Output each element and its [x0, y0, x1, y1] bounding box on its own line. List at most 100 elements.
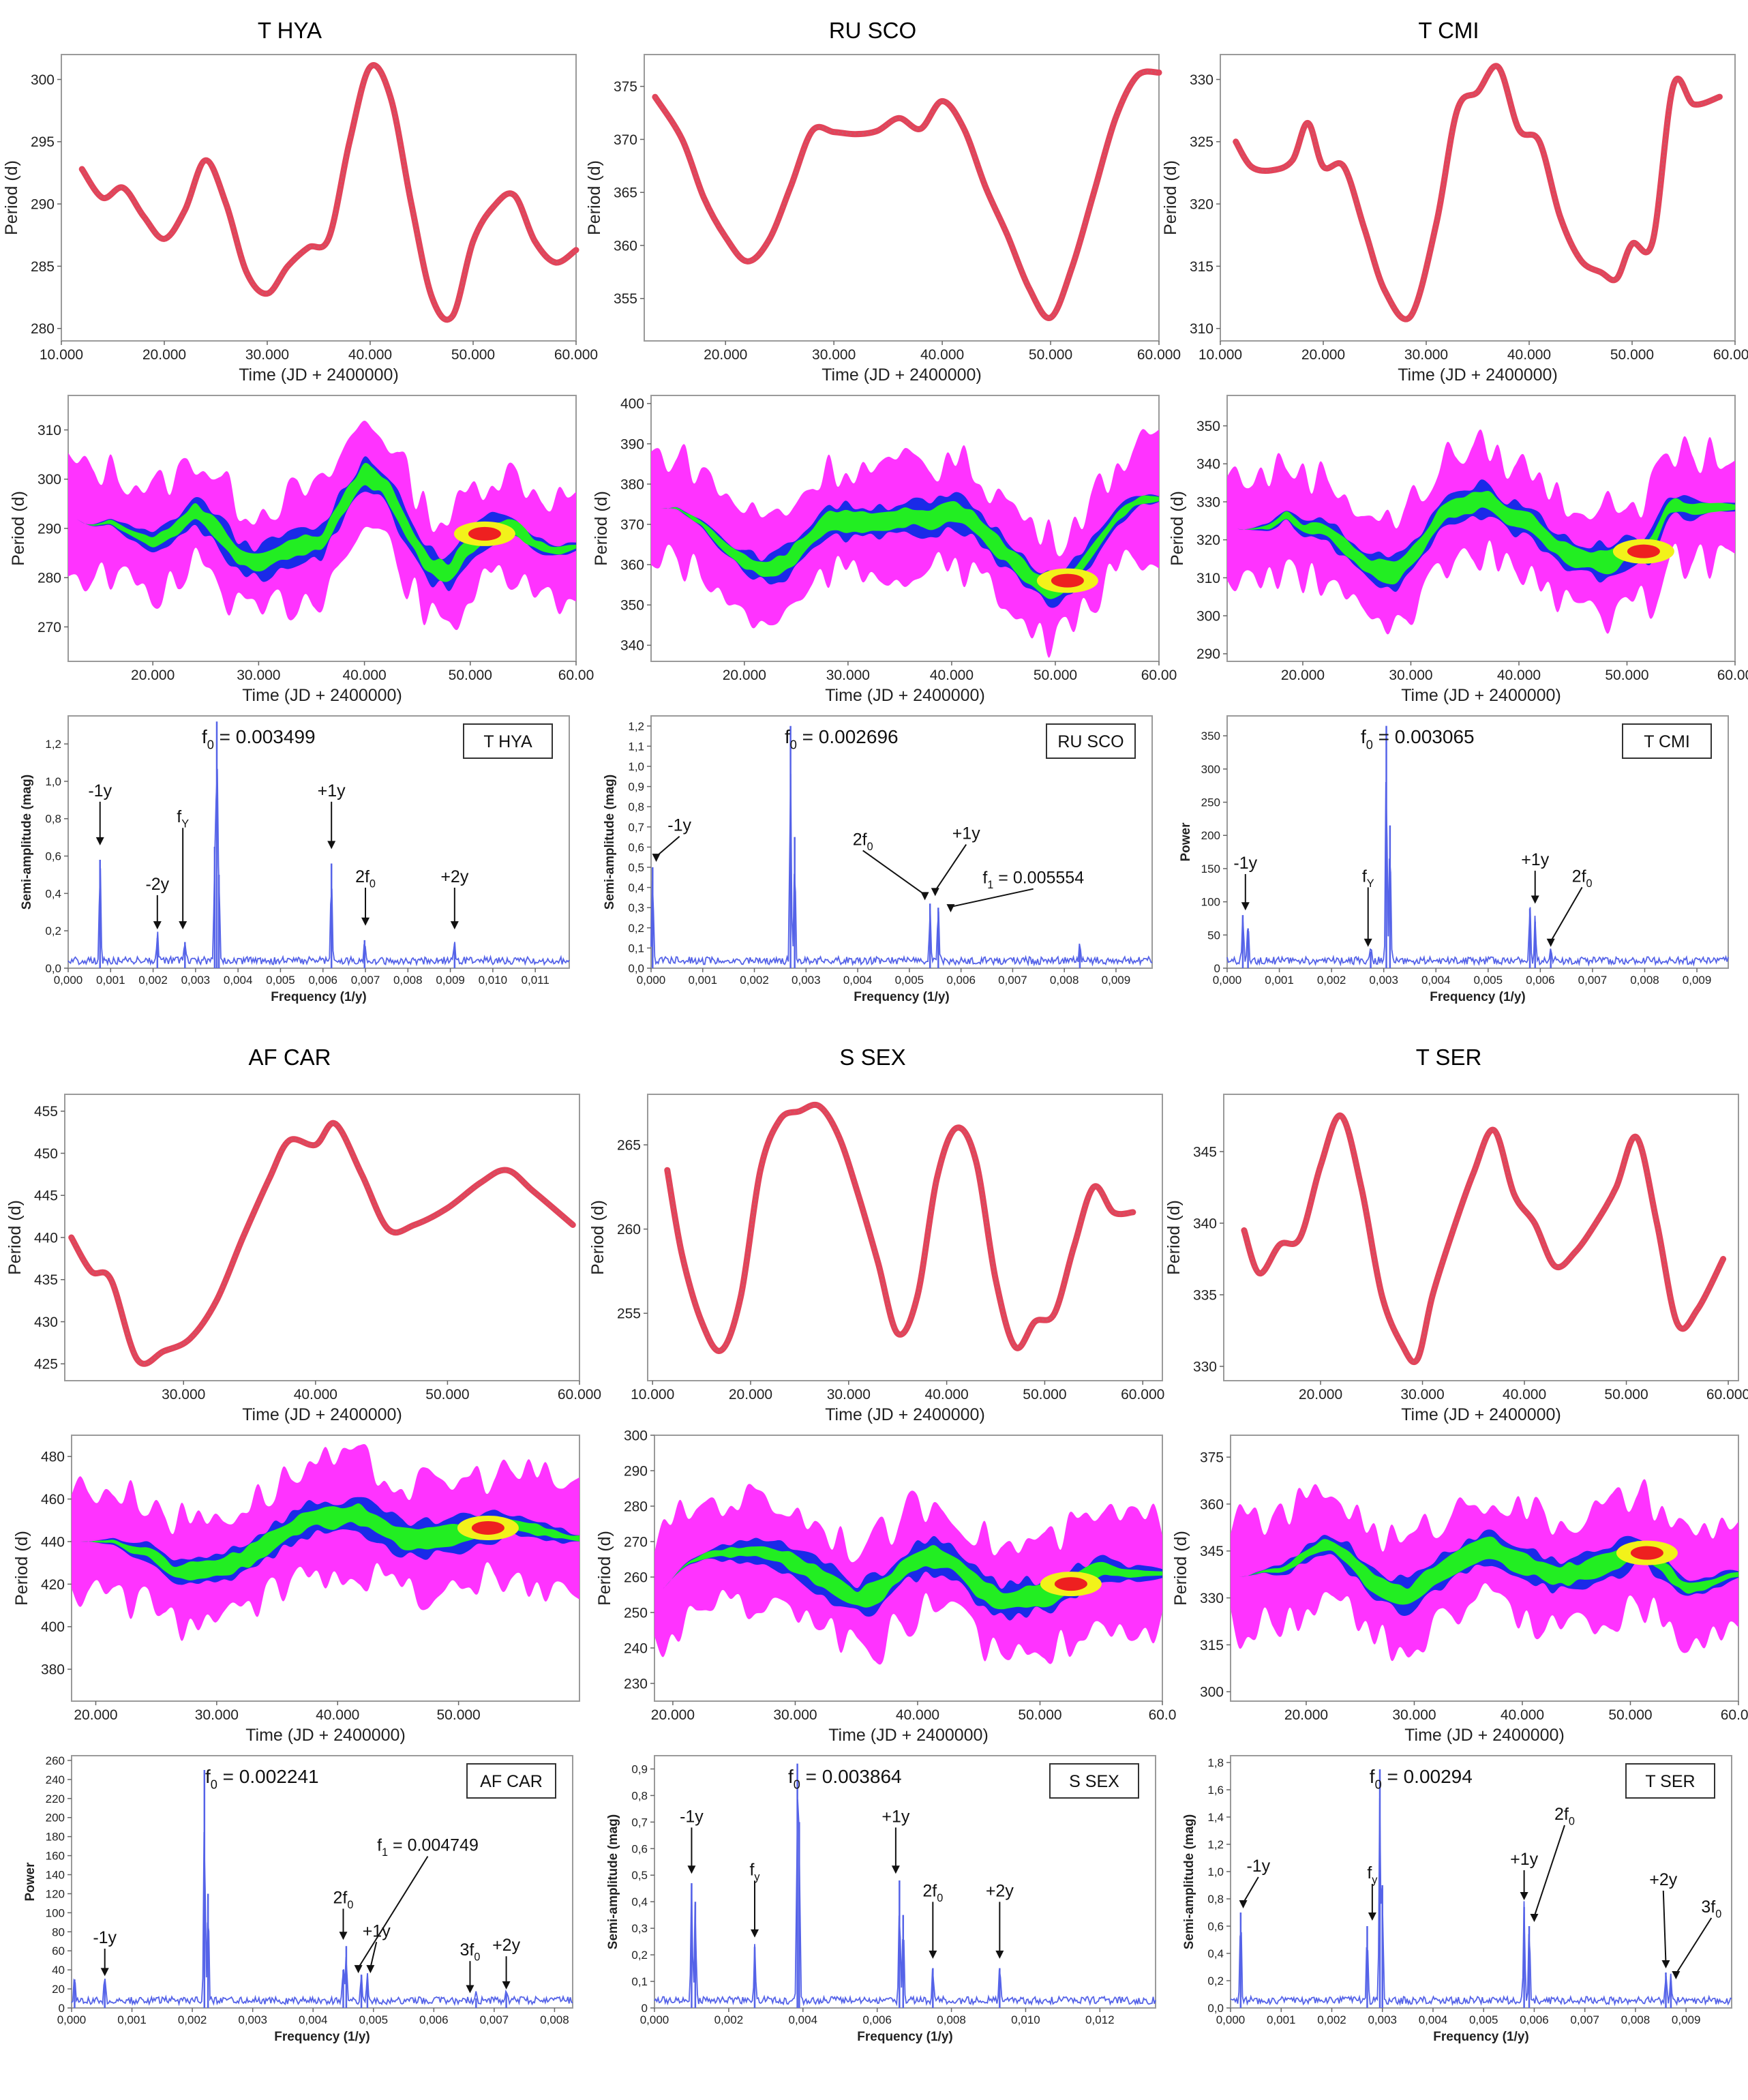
- y-tick-label: 270: [37, 620, 61, 635]
- wavelet-map: [654, 1484, 1162, 1665]
- y-tick-label: 425: [34, 1357, 58, 1372]
- annotation-arrowhead: [327, 841, 336, 850]
- x-tick-label: 60.000: [1706, 1387, 1748, 1402]
- y-tick-label: 0,9: [631, 1762, 648, 1775]
- x-tick-label: 60.000: [558, 1387, 601, 1402]
- x-tick-label: 0,002: [178, 2013, 207, 2026]
- peak-annotation: +2y: [440, 867, 469, 886]
- y-tick-label: 330: [1190, 72, 1214, 88]
- x-tick-label: 0,006: [419, 2013, 449, 2026]
- x-tick-label: 0,004: [1421, 974, 1451, 987]
- x-tick-label: 20.000: [74, 1707, 117, 1723]
- x-tick-label: 0,008: [937, 2013, 966, 2026]
- y-tick-label: 0,7: [628, 821, 644, 834]
- f0-label: f0 = 0.003864: [788, 1766, 902, 1791]
- x-axis-label: Time (JD + 2400000): [242, 686, 402, 705]
- y-tick-label: 370: [614, 132, 637, 148]
- y-tick-label: 200: [1201, 829, 1220, 842]
- x-tick-label: 10.000: [631, 1387, 674, 1402]
- x-tick-label: 50.000: [1605, 668, 1648, 683]
- x-tick-label: 0,007: [480, 2013, 509, 2026]
- x-tick-label: 0,008: [540, 2013, 569, 2026]
- peak-annotation: -1y: [1233, 854, 1257, 873]
- x-tick-label: 0,004: [299, 2013, 328, 2026]
- star-title: T SER: [1415, 1045, 1482, 1070]
- y-tick-label: 120: [46, 1887, 65, 1900]
- x-tick-label: 20.000: [131, 668, 175, 683]
- peak-annotation: 3f0: [460, 1940, 481, 1964]
- x-tick-label: 0,002: [1317, 974, 1346, 987]
- y-tick-label: 330: [1193, 1359, 1217, 1375]
- x-tick-label: 0,004: [1419, 2013, 1448, 2026]
- peak-annotation-sub: 0: [867, 841, 873, 853]
- star-figure: 10.000 20.000 30.000 40.000 50.000 60.0002552…: [588, 1094, 1176, 2044]
- x-tick-label: 0,006: [308, 974, 337, 987]
- legend-box: [1046, 723, 1136, 759]
- x-tick-label: 60.00: [1717, 668, 1748, 683]
- y-axis-label: Period (d): [12, 1531, 31, 1606]
- annotation-arrow: [862, 850, 926, 896]
- x-tick-label: 0,003: [1368, 2013, 1397, 2026]
- peak-annotation: fY: [1362, 867, 1374, 890]
- peak-annotation: +1y: [1521, 850, 1550, 869]
- y-axis-label: Period (d): [9, 491, 28, 566]
- wavelet-band-magenta: [651, 429, 1159, 658]
- f0-label-main: f: [1370, 1766, 1375, 1787]
- annotation-arrowhead: [100, 1968, 109, 1977]
- y-tick-label: 390: [620, 436, 644, 452]
- peak-annotation: +1y: [881, 1807, 910, 1826]
- x-tick-label: 0,001: [688, 974, 717, 987]
- peak-annotation-sub: Y: [181, 818, 189, 830]
- x-tick-label: 60.000: [554, 347, 598, 363]
- x-tick-label: 0,009: [1672, 2013, 1701, 2026]
- y-tick-label: 60: [52, 1945, 65, 1957]
- x-tick-label: 50.000: [1610, 347, 1654, 363]
- annotation-arrowhead: [95, 837, 104, 845]
- wavelet-hotspot-red: [468, 526, 501, 541]
- y-tick-label: 200: [46, 1812, 65, 1825]
- peak-annotation: 2f0: [355, 867, 376, 890]
- y-tick-label: 100: [46, 1906, 65, 1919]
- peak-annotation: +2y: [986, 1881, 1014, 1900]
- y-tick-label: 140: [46, 1868, 65, 1881]
- peak-annotation: 2f0: [333, 1888, 354, 1911]
- y-tick-label: 0: [1214, 962, 1220, 975]
- x-tick-label: 0,009: [436, 974, 465, 987]
- y-tick-label: 290: [1196, 646, 1220, 662]
- x-tick-label: 0,000: [640, 2013, 669, 2026]
- x-axis-label: Frequency (1/y): [271, 990, 366, 1004]
- f0-label-sub: 0: [211, 1777, 217, 1791]
- peak-annotation-main: f: [1367, 1863, 1372, 1882]
- peak-annotation: fy: [1367, 1863, 1378, 1887]
- wavelet-band-green: [654, 1545, 1162, 1610]
- y-tick-label: 255: [617, 1306, 641, 1322]
- star-panel-s-sex: S SEX 10.000 20.000 30.000 40.000 50.000 60.00…: [583, 1045, 1176, 2100]
- x-tick-label: 0,010: [479, 974, 508, 987]
- x-tick-label: 0,002: [740, 974, 769, 987]
- y-axis-label: Semi-amplitude (mag): [20, 775, 34, 910]
- annotation-arrow: [1675, 1917, 1713, 1975]
- f0-label-main: f: [1361, 726, 1366, 747]
- x-tick-label: 30.000: [812, 347, 856, 363]
- y-tick-label: 0,4: [1207, 1947, 1224, 1960]
- y-tick-label: 445: [34, 1188, 58, 1204]
- y-tick-label: 0,1: [628, 942, 644, 955]
- x-tick-label: 40.000: [896, 1707, 939, 1723]
- wavelet-hotspot-red: [471, 1520, 504, 1535]
- y-tick-label: 430: [34, 1315, 58, 1330]
- y-tick-label: 0,3: [628, 901, 644, 914]
- peak-annotation: +2y: [1649, 1870, 1678, 1889]
- star-title: T CMI: [1418, 18, 1479, 43]
- x-tick-label: 40.000: [930, 668, 974, 683]
- y-tick-label: 360: [614, 238, 637, 254]
- y-axis-label: Period (d): [1161, 160, 1180, 235]
- legend-label: S SEX: [1069, 1772, 1119, 1791]
- x-tick-label: 0,003: [238, 2013, 267, 2026]
- period-curve: [78, 62, 579, 323]
- y-tick-label: 310: [1190, 321, 1214, 337]
- y-tick-label: 370: [620, 517, 644, 532]
- peak-annotation-main: f: [982, 869, 987, 888]
- legend-label: AF CAR: [480, 1772, 543, 1791]
- x-tick-label: 0,000: [637, 974, 666, 987]
- legend-box: [1625, 1763, 1715, 1799]
